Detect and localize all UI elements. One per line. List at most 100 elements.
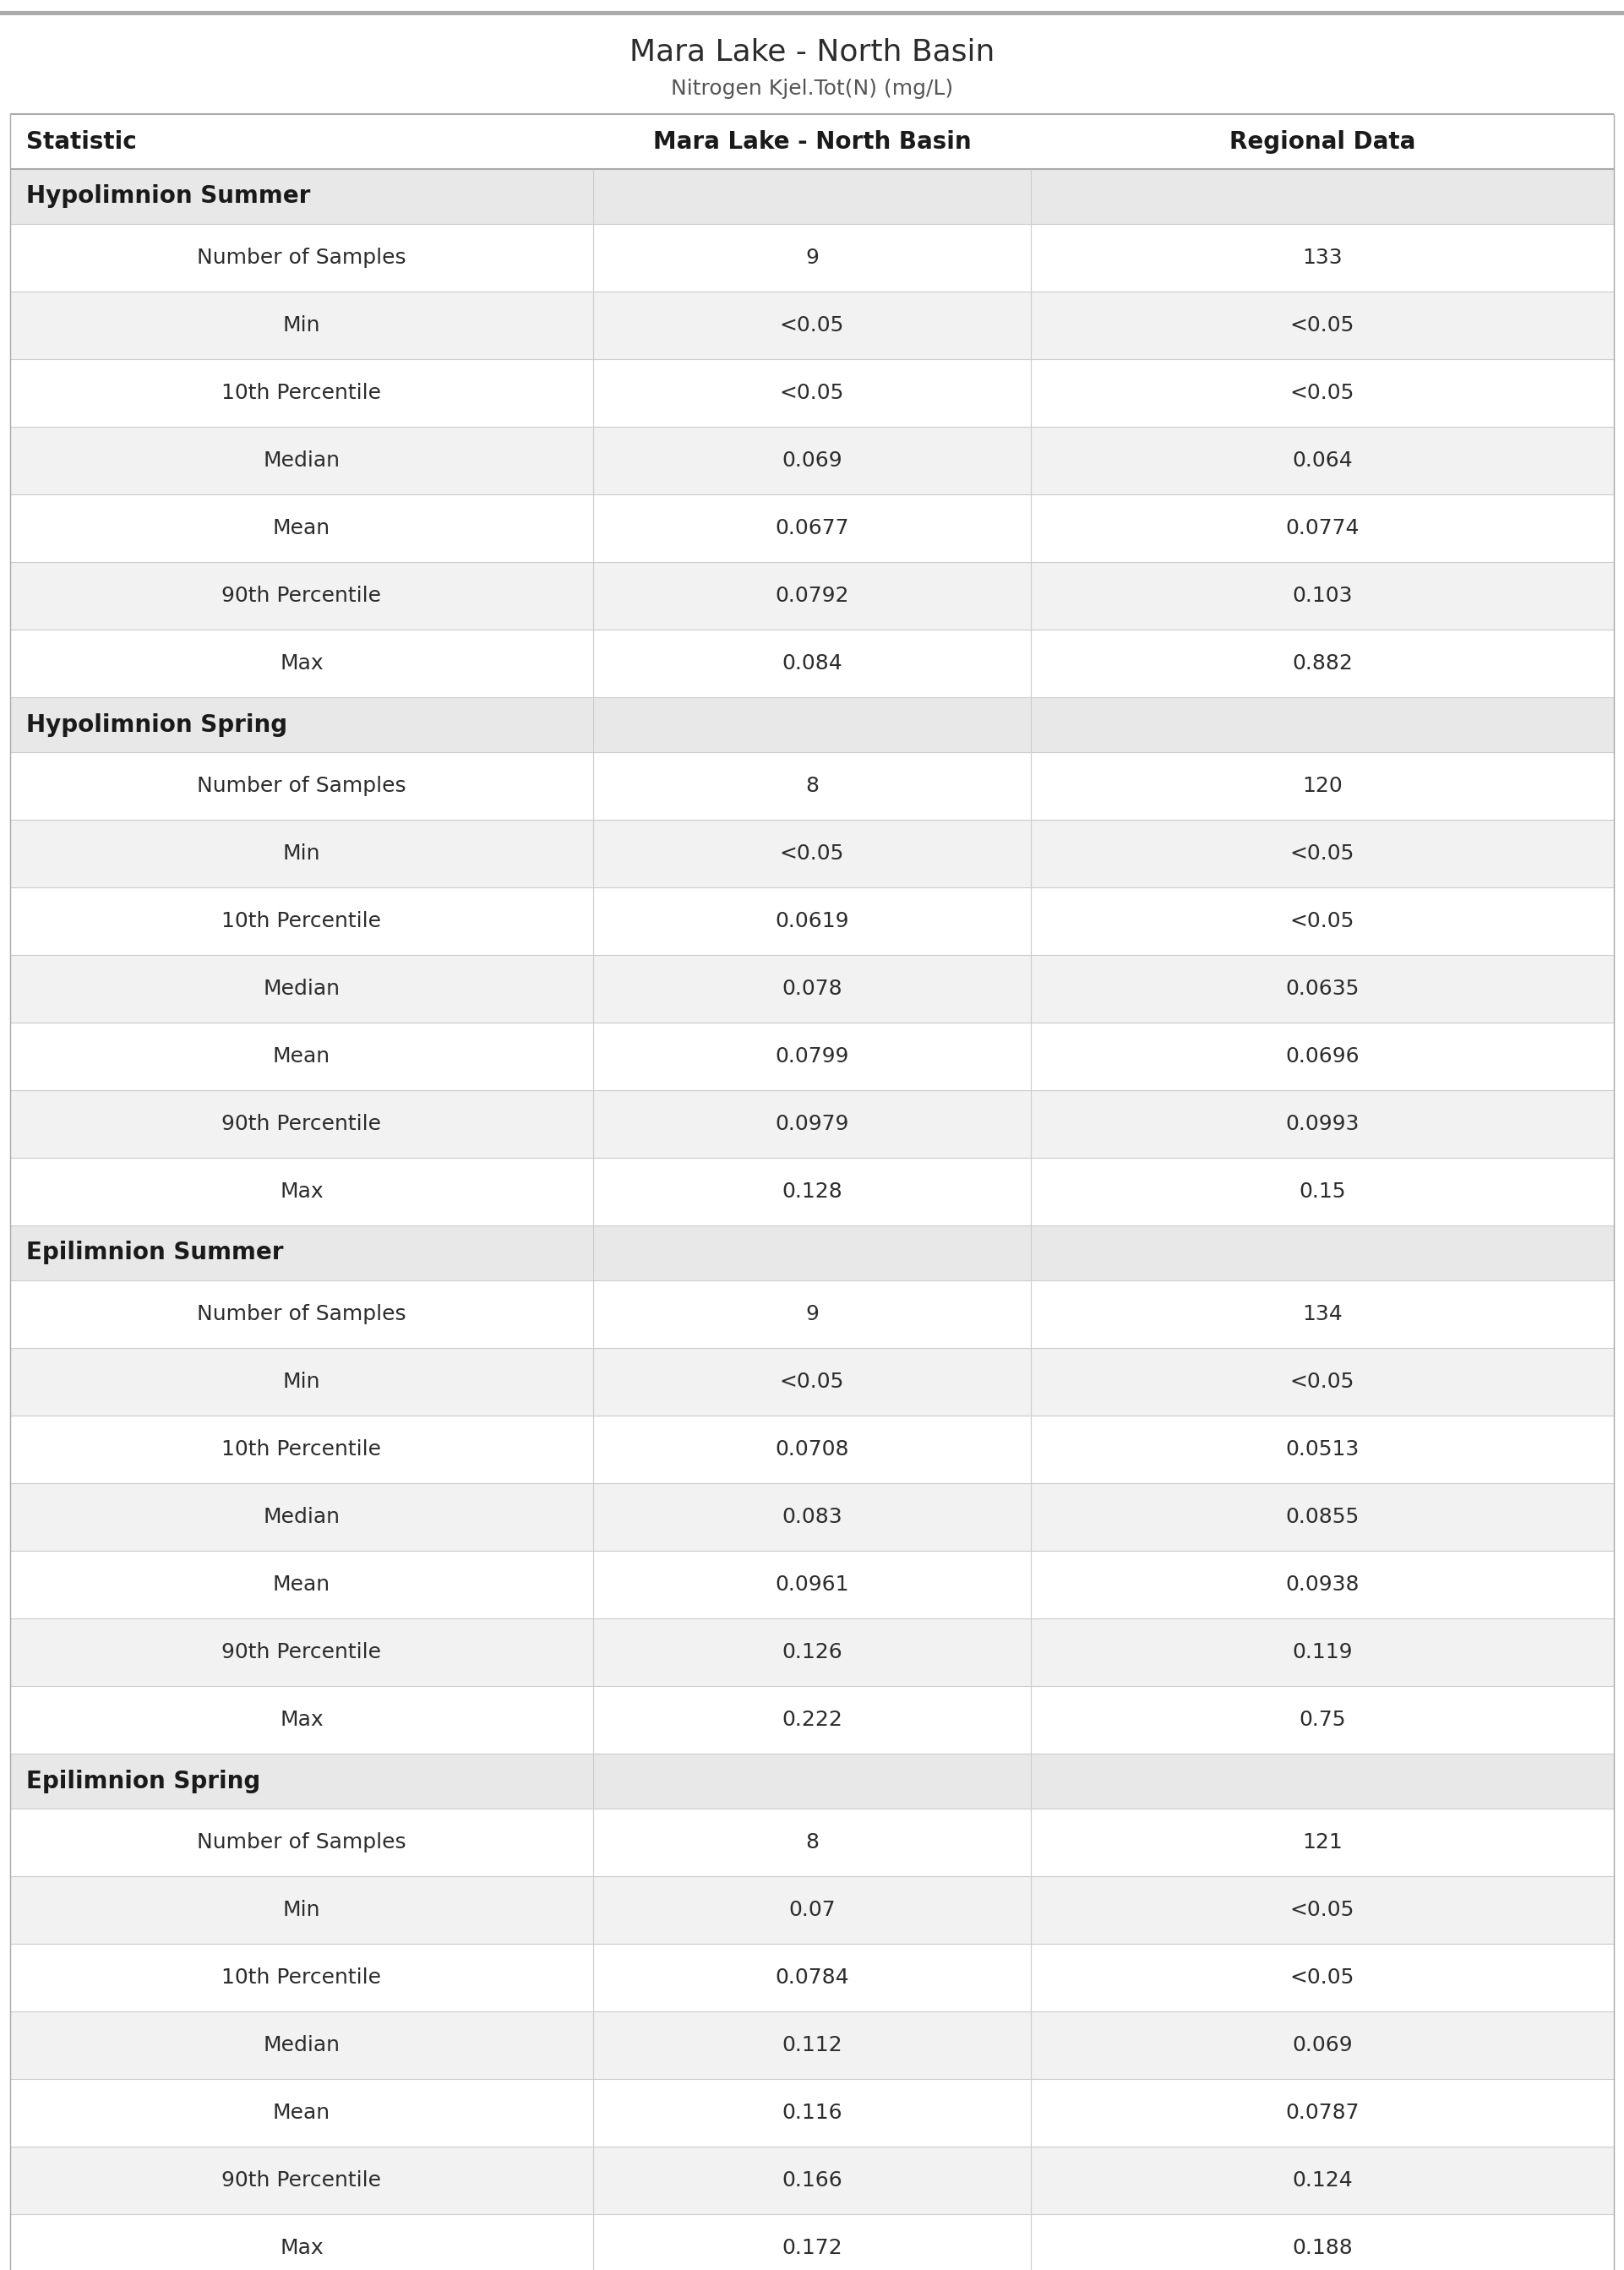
Text: Epilimnion Summer: Epilimnion Summer xyxy=(26,1242,284,1264)
Text: <0.05: <0.05 xyxy=(1289,844,1354,863)
Bar xyxy=(10,888,1614,956)
Text: 0.0619: 0.0619 xyxy=(775,910,849,931)
Text: Mean: Mean xyxy=(273,1575,330,1596)
Text: <0.05: <0.05 xyxy=(1289,1900,1354,1920)
Text: <0.05: <0.05 xyxy=(780,1371,844,1392)
Text: 0.0774: 0.0774 xyxy=(1285,518,1359,538)
Text: <0.05: <0.05 xyxy=(1289,1968,1354,1989)
Text: Statistic: Statistic xyxy=(26,129,136,154)
Text: 0.0938: 0.0938 xyxy=(1285,1575,1359,1596)
Text: 10th Percentile: 10th Percentile xyxy=(222,384,382,404)
Text: 0.116: 0.116 xyxy=(781,2102,843,2122)
Text: 0.119: 0.119 xyxy=(1293,1641,1353,1662)
Text: 0.0993: 0.0993 xyxy=(1286,1115,1359,1135)
Bar xyxy=(10,956,1614,1022)
Text: Number of Samples: Number of Samples xyxy=(197,1832,406,1852)
Bar xyxy=(10,1090,1614,1158)
Text: 0.083: 0.083 xyxy=(781,1507,843,1528)
Text: <0.05: <0.05 xyxy=(1289,910,1354,931)
Text: 8: 8 xyxy=(806,1832,818,1852)
Bar xyxy=(10,1280,1614,1348)
Text: 0.124: 0.124 xyxy=(1293,2170,1353,2191)
Bar xyxy=(10,751,1614,819)
Text: 0.222: 0.222 xyxy=(781,1709,843,1730)
Text: 0.0696: 0.0696 xyxy=(1285,1046,1359,1067)
Text: 0.0708: 0.0708 xyxy=(775,1439,849,1460)
Bar xyxy=(10,2011,1614,2079)
Text: 8: 8 xyxy=(806,776,818,797)
Text: 133: 133 xyxy=(1302,247,1343,268)
Text: Max: Max xyxy=(279,2238,323,2259)
Text: 0.0792: 0.0792 xyxy=(775,586,849,606)
Text: Min: Min xyxy=(283,844,320,863)
Text: Median: Median xyxy=(263,2036,339,2054)
Text: 90th Percentile: 90th Percentile xyxy=(222,1115,382,1135)
Bar xyxy=(0,14,1624,16)
Text: <0.05: <0.05 xyxy=(780,844,844,863)
Bar xyxy=(10,427,1614,495)
Bar xyxy=(10,1482,1614,1550)
Bar xyxy=(10,819,1614,888)
Bar xyxy=(10,1943,1614,2011)
Bar xyxy=(10,1416,1614,1482)
Text: <0.05: <0.05 xyxy=(1289,384,1354,404)
Text: 121: 121 xyxy=(1302,1832,1343,1852)
Bar xyxy=(10,1348,1614,1416)
Bar xyxy=(10,1877,1614,1943)
Bar xyxy=(10,495,1614,563)
Text: 0.15: 0.15 xyxy=(1299,1180,1346,1201)
Text: Max: Max xyxy=(279,1709,323,1730)
Text: 90th Percentile: 90th Percentile xyxy=(222,2170,382,2191)
Bar xyxy=(10,1022,1614,1090)
Text: 90th Percentile: 90th Percentile xyxy=(222,1641,382,1662)
Text: 0.103: 0.103 xyxy=(1293,586,1353,606)
Text: <0.05: <0.05 xyxy=(1289,316,1354,336)
Text: 0.069: 0.069 xyxy=(1293,2036,1353,2054)
Text: Mean: Mean xyxy=(273,518,330,538)
Text: Regional Data: Regional Data xyxy=(1229,129,1416,154)
Text: 0.126: 0.126 xyxy=(781,1641,843,1662)
Bar xyxy=(10,2213,1614,2270)
Text: Median: Median xyxy=(263,449,339,470)
Text: Mara Lake - North Basin: Mara Lake - North Basin xyxy=(630,39,994,66)
Text: Min: Min xyxy=(283,316,320,336)
Bar xyxy=(10,1809,1614,1877)
Bar xyxy=(10,2079,1614,2147)
Text: 10th Percentile: 10th Percentile xyxy=(222,1968,382,1989)
Text: Number of Samples: Number of Samples xyxy=(197,247,406,268)
Text: <0.05: <0.05 xyxy=(780,384,844,404)
Text: 0.064: 0.064 xyxy=(1293,449,1353,470)
Text: 0.0784: 0.0784 xyxy=(775,1968,849,1989)
Text: Median: Median xyxy=(263,1507,339,1528)
Text: Number of Samples: Number of Samples xyxy=(197,1303,406,1323)
Text: 0.069: 0.069 xyxy=(781,449,843,470)
Bar xyxy=(10,1687,1614,1755)
Text: 134: 134 xyxy=(1302,1303,1343,1323)
Text: Mean: Mean xyxy=(273,2102,330,2122)
Text: Min: Min xyxy=(283,1900,320,1920)
Text: Epilimnion Spring: Epilimnion Spring xyxy=(26,1768,260,1793)
Text: 10th Percentile: 10th Percentile xyxy=(222,1439,382,1460)
Text: <0.05: <0.05 xyxy=(1289,1371,1354,1392)
Text: 0.0635: 0.0635 xyxy=(1286,978,1359,999)
Text: 0.084: 0.084 xyxy=(781,654,843,674)
Text: 90th Percentile: 90th Percentile xyxy=(222,586,382,606)
Bar xyxy=(10,225,1614,291)
Text: 0.0799: 0.0799 xyxy=(775,1046,849,1067)
Bar xyxy=(10,168,1614,225)
Text: 0.0961: 0.0961 xyxy=(775,1575,849,1596)
Text: Number of Samples: Number of Samples xyxy=(197,776,406,797)
Bar xyxy=(10,1619,1614,1687)
Text: Mean: Mean xyxy=(273,1046,330,1067)
Text: 0.0513: 0.0513 xyxy=(1286,1439,1359,1460)
Text: 0.112: 0.112 xyxy=(781,2036,843,2054)
Text: 0.0855: 0.0855 xyxy=(1286,1507,1359,1528)
Text: 9: 9 xyxy=(806,247,818,268)
Text: <0.05: <0.05 xyxy=(780,316,844,336)
Text: 9: 9 xyxy=(806,1303,818,1323)
Bar xyxy=(10,1755,1614,1809)
Bar xyxy=(10,697,1614,751)
Bar xyxy=(10,1550,1614,1619)
Text: 0.882: 0.882 xyxy=(1293,654,1353,674)
Text: Median: Median xyxy=(263,978,339,999)
